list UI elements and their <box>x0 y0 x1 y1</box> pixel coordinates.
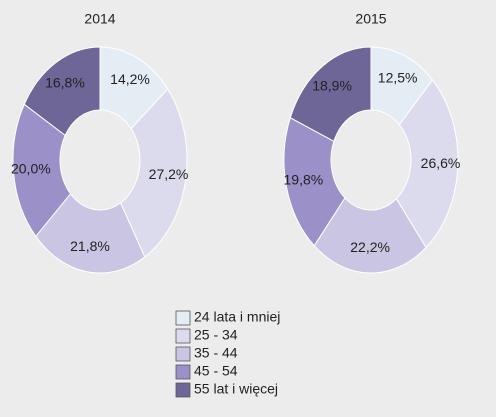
value-label: 22,2% <box>350 239 390 255</box>
legend-swatch <box>175 382 191 398</box>
value-label: 19,8% <box>284 172 324 188</box>
legend-label: 25 - 34 <box>194 327 238 343</box>
donut-slice <box>313 197 427 274</box>
legend-swatch <box>175 328 191 344</box>
donut-slice <box>283 117 346 247</box>
value-label: 16,8% <box>45 75 85 91</box>
legend-swatch <box>175 310 191 326</box>
legend-label: 45 - 54 <box>194 363 238 379</box>
legend-label: 35 - 44 <box>194 345 238 361</box>
value-label: 12,5% <box>378 69 418 85</box>
donut-slice <box>289 46 372 143</box>
value-label: 26,6% <box>421 155 461 171</box>
donut-slice <box>119 88 188 258</box>
value-label: 20,0% <box>11 161 51 177</box>
donut-slice <box>395 79 459 249</box>
legend-swatch <box>175 346 191 362</box>
donut-slice <box>35 192 146 274</box>
chart-title: 2014 <box>84 11 115 27</box>
donut-slice <box>12 103 72 238</box>
donut-slice <box>23 46 101 137</box>
legend-swatch <box>175 364 191 380</box>
legend-label: 55 lat i więcej <box>194 381 278 397</box>
value-label: 21,8% <box>70 238 110 254</box>
value-label: 18,9% <box>312 78 352 94</box>
value-label: 27,2% <box>149 166 189 182</box>
chart-title: 2015 <box>355 11 386 27</box>
value-label: 14,2% <box>110 71 150 87</box>
legend-label: 24 lata i mniej <box>194 309 280 325</box>
